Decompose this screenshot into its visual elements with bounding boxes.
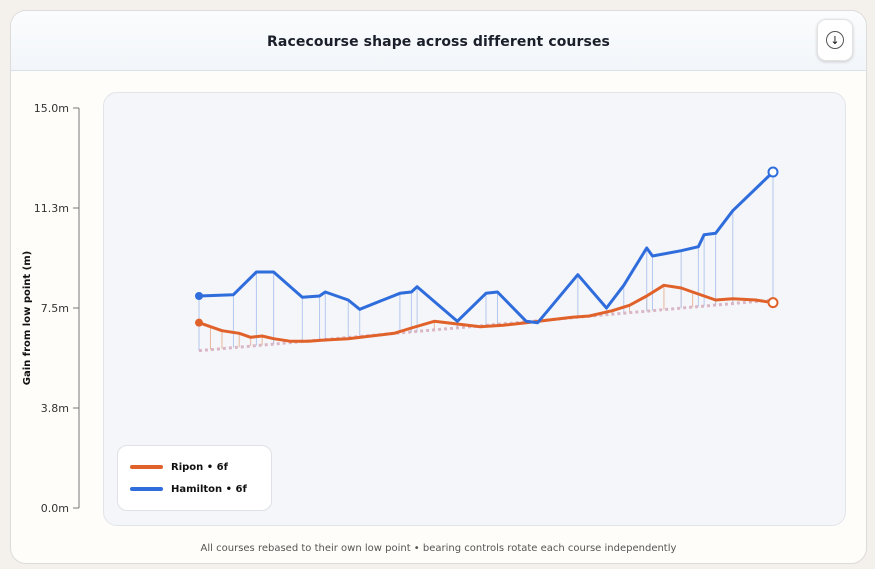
chart-card: Racecourse shape across different course… [10, 10, 867, 564]
chart-caption: All courses rebased to their own low poi… [200, 543, 677, 554]
ripon-start-point [195, 318, 203, 327]
download-button[interactable]: ↓ [817, 19, 853, 61]
legend-item-ripon: Ripon • 6f [130, 460, 228, 474]
y-tick-label: 11.3m [34, 202, 69, 215]
chart-header: Racecourse shape across different course… [11, 11, 866, 71]
y-tick-label: 0.0m [41, 502, 69, 515]
y-tick-label: 7.5m [41, 302, 69, 315]
ripon-end-point [767, 297, 779, 309]
chart-svg: 15.0m 11.3m 7.5m 3.8m 0.0m [34, 102, 779, 515]
legend-label-ripon: Ripon • 6f [171, 461, 228, 473]
y-tick-label: 15.0m [34, 102, 69, 115]
legend-swatch-ripon [130, 465, 163, 469]
legend-swatch-hamilton [130, 487, 163, 491]
legend-item-hamilton: Hamilton • 6f [130, 482, 247, 496]
legend-label-hamilton: Hamilton • 6f [171, 483, 247, 495]
hamilton-end-point [767, 166, 779, 178]
y-tick-label: 3.8m [41, 402, 69, 415]
download-icon: ↓ [826, 31, 844, 49]
ripon-series-line [197, 283, 775, 343]
chart-title: Racecourse shape across different course… [267, 34, 610, 50]
legend: Ripon • 6f Hamilton • 6f [117, 445, 272, 511]
hamilton-series-line [197, 170, 775, 325]
hamilton-start-point [195, 292, 203, 300]
